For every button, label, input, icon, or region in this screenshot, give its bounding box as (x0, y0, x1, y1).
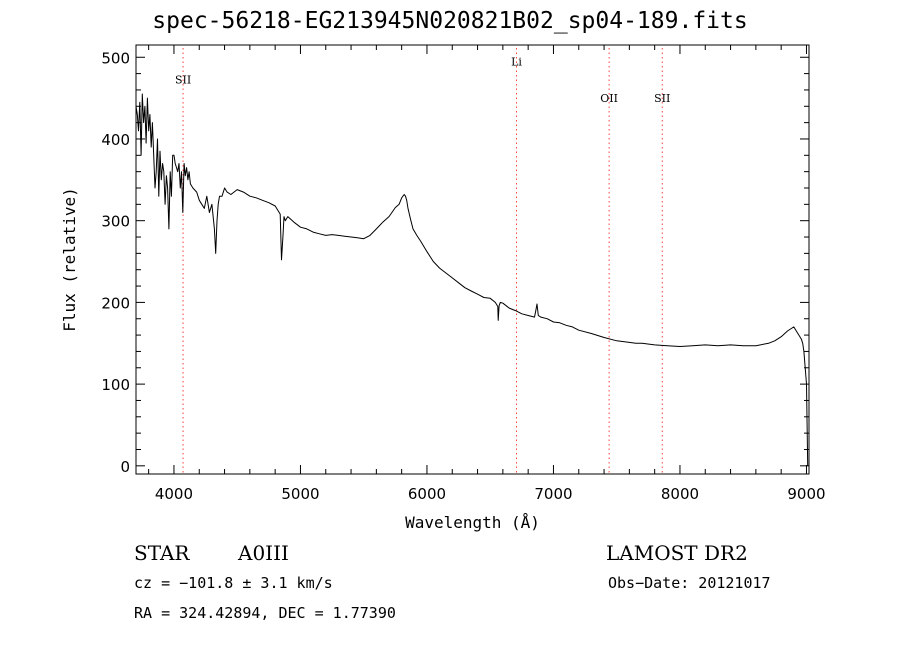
y-tick-label: 300 (101, 213, 130, 231)
object-subclass: A0III (238, 541, 289, 565)
x-tick-label: 6000 (408, 485, 446, 503)
x-axis-title: Wavelength (Å) (405, 513, 540, 532)
x-tick-label: 8000 (661, 485, 699, 503)
observation-date: Obs−Date: 20121017 (608, 574, 771, 592)
object-class: STAR (134, 541, 190, 565)
y-tick-label: 200 (101, 294, 130, 312)
x-tick-label: 5000 (281, 485, 319, 503)
survey-label: LAMOST DR2 (606, 541, 748, 565)
y-tick-label: 400 (101, 131, 130, 149)
spectral-line-label: Li (511, 55, 522, 68)
x-tick-label: 7000 (534, 485, 572, 503)
spectrum-line (135, 93, 809, 466)
plot-frame (135, 44, 810, 475)
y-tick-label: 100 (101, 376, 130, 394)
spectral-line-label: OII (600, 92, 618, 105)
spectral-line-label: SII (654, 92, 670, 105)
ra-dec-coordinates: RA = 324.42894, DEC = 1.77390 (134, 604, 396, 622)
chart-title: spec-56218-EG213945N020821B02_sp04-189.f… (152, 8, 748, 34)
y-tick-label: 500 (101, 49, 130, 67)
y-tick-label: 0 (120, 458, 130, 476)
y-axis-title: Flux (relative) (60, 187, 79, 332)
x-tick-label: 4000 (155, 485, 193, 503)
spectral-line-label: SII (175, 73, 191, 86)
x-tick-label: 9000 (787, 485, 825, 503)
redshift-cz: cz = −101.8 ± 3.1 km/s (134, 574, 333, 592)
